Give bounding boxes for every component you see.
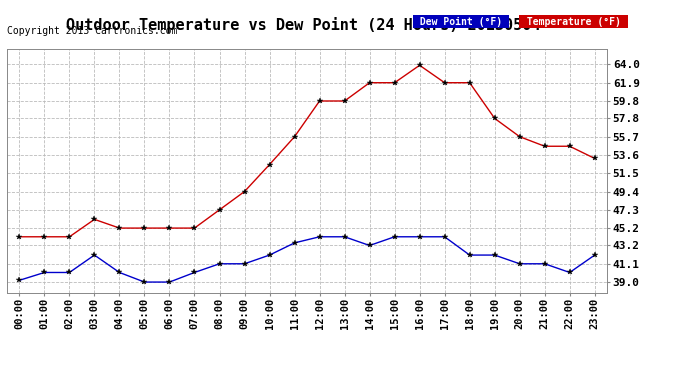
Text: Outdoor Temperature vs Dew Point (24 Hours) 20130504: Outdoor Temperature vs Dew Point (24 Hou… <box>66 17 541 33</box>
Text: Copyright 2013 Cartronics.com: Copyright 2013 Cartronics.com <box>7 26 177 36</box>
Text: Temperature (°F): Temperature (°F) <box>521 17 627 27</box>
Text: Dew Point (°F): Dew Point (°F) <box>414 17 508 27</box>
